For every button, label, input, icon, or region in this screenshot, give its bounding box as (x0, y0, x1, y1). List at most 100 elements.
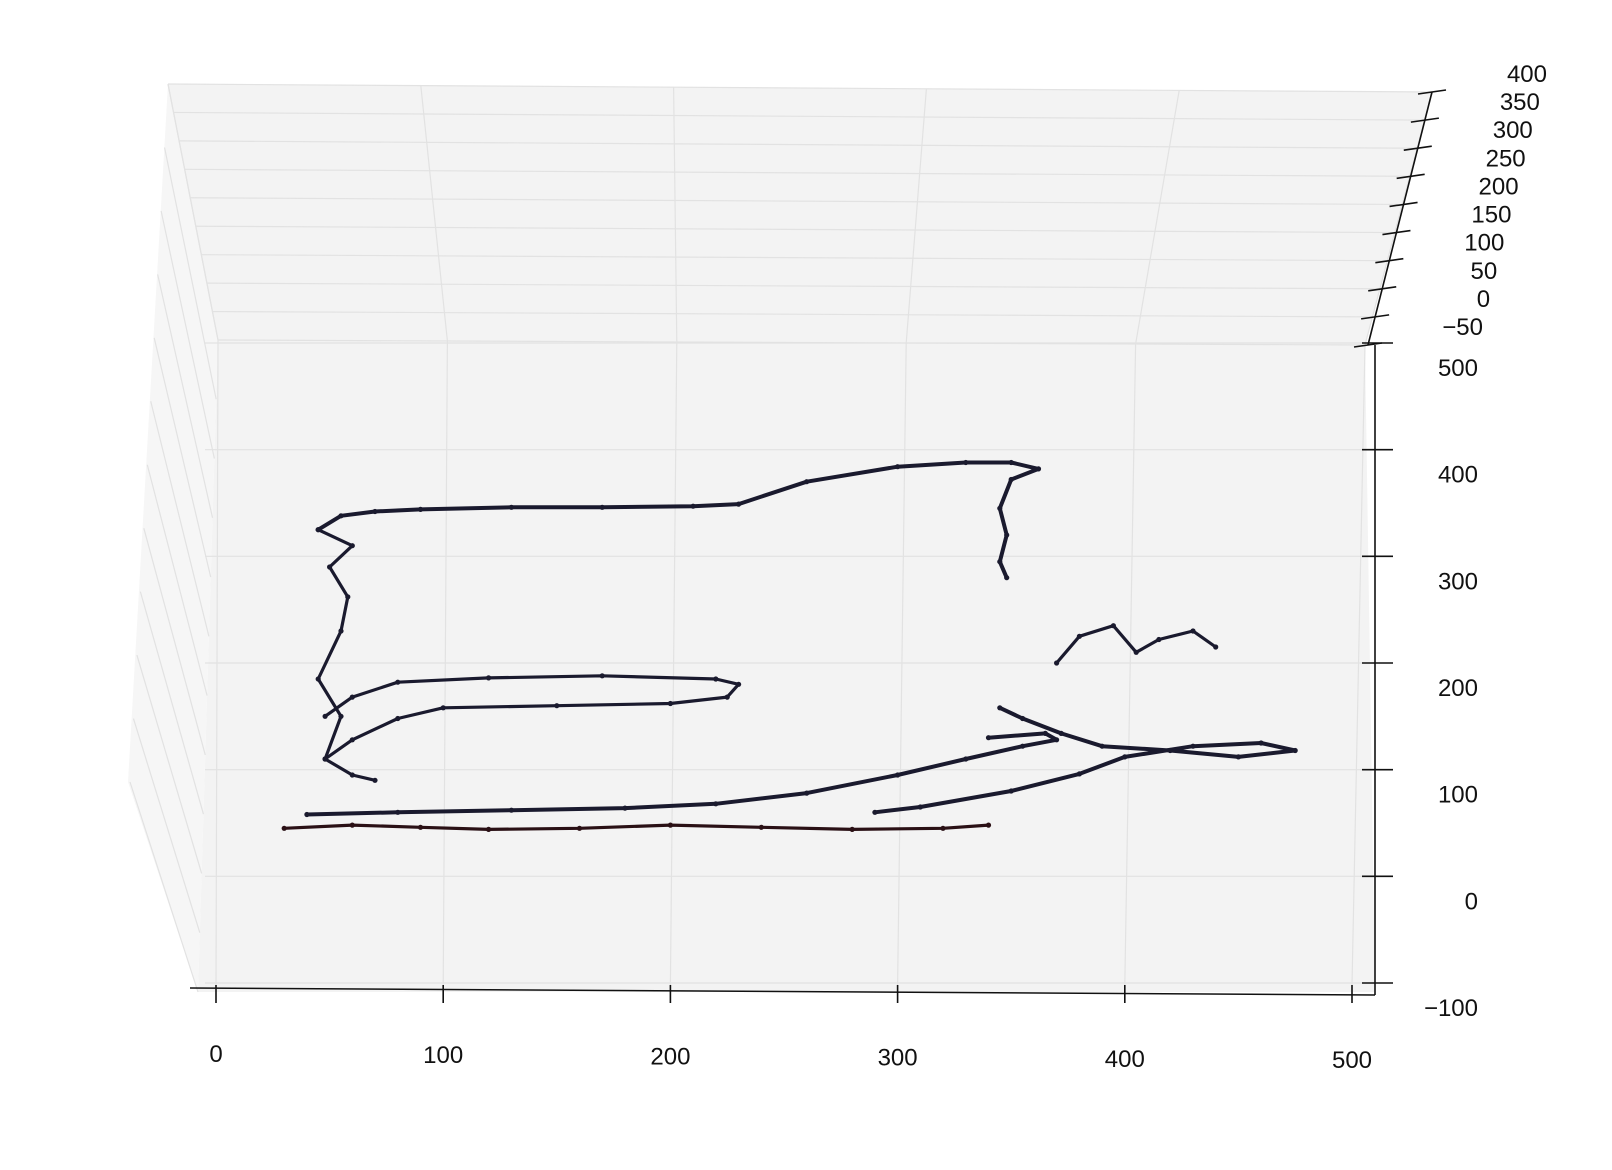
data-point (713, 676, 719, 682)
x-axis-line (189, 987, 1376, 996)
data-point (315, 676, 321, 682)
data-point (395, 809, 401, 815)
data-point (1020, 743, 1026, 749)
z-tick-label: 150 (1471, 202, 1511, 229)
z-tick (1396, 173, 1425, 180)
data-point (349, 543, 355, 549)
data-point (349, 694, 355, 700)
data-point (1004, 575, 1010, 581)
z-tick-label: 0 (1477, 286, 1490, 313)
side-gridline (157, 274, 214, 518)
z-tick (1360, 314, 1390, 320)
data-point (667, 822, 674, 828)
series-outline-left-upper (316, 528, 377, 782)
data-point (1042, 730, 1048, 737)
data-point (327, 564, 333, 570)
data-point (1035, 466, 1042, 472)
data-point (1190, 628, 1196, 634)
side-gridline (146, 464, 208, 696)
x-tick-label: 500 (1332, 1047, 1372, 1074)
data-point (895, 772, 901, 778)
data-point (322, 756, 328, 762)
data-point (1292, 747, 1298, 754)
z-gridline (167, 83, 1433, 93)
y-tick-label: 200 (1438, 675, 1478, 702)
data-point (963, 756, 969, 762)
data-point (622, 805, 628, 811)
data-point (963, 459, 969, 466)
data-point (997, 559, 1003, 565)
z-tick (1382, 229, 1411, 236)
data-point (417, 824, 424, 830)
data-point (724, 694, 730, 700)
series-tail (872, 705, 1298, 815)
data-point (985, 822, 992, 828)
data-point (338, 628, 344, 634)
y-tick-label: 400 (1438, 462, 1478, 489)
z-tick-label: 200 (1479, 173, 1519, 200)
data-point (1190, 743, 1196, 749)
side-gridline (153, 337, 212, 578)
data-point (338, 713, 344, 719)
side-gridline (163, 147, 217, 400)
data-point (849, 826, 855, 833)
x-tick-label: 400 (1105, 1046, 1145, 1073)
data-point (917, 804, 923, 810)
data-point (1058, 730, 1064, 737)
z-tick (1410, 117, 1440, 123)
z-tick-label: 50 (1471, 258, 1498, 285)
z-tick-label: 350 (1500, 89, 1540, 116)
data-point (576, 825, 583, 831)
top-pane (168, 84, 1432, 345)
x-tick-label: 300 (878, 1045, 918, 1072)
data-point (690, 503, 696, 509)
z-tick-label: 300 (1493, 117, 1533, 144)
chart-gridlines (129, 83, 1433, 993)
data-point (1099, 743, 1105, 749)
data-point (304, 811, 310, 818)
chart-traces (281, 459, 1298, 833)
z-gridline (173, 111, 1425, 121)
data-point (940, 825, 946, 831)
side-pane (128, 84, 218, 992)
z-tick (1389, 201, 1418, 208)
y-tick-label: 100 (1438, 782, 1478, 809)
side-gridline (129, 781, 199, 993)
front-pane (198, 340, 1375, 992)
data-point (486, 826, 492, 833)
data-point (1054, 660, 1060, 666)
data-point (417, 506, 424, 512)
x-tick-label: 200 (650, 1043, 690, 1070)
z-tick (1368, 285, 1397, 292)
data-point (1054, 737, 1060, 743)
z-gridline (184, 168, 1410, 177)
data-point (997, 705, 1003, 711)
data-point (349, 822, 355, 828)
z-tick-label: 250 (1486, 145, 1526, 172)
z-gridline (212, 310, 1373, 318)
data-point (667, 700, 674, 707)
data-point (1004, 532, 1010, 538)
z-gridline (179, 140, 1418, 149)
data-point (985, 735, 992, 741)
data-point (1258, 740, 1264, 746)
side-gridline (167, 83, 219, 341)
side-gridline (143, 528, 206, 756)
data-point (1076, 771, 1082, 777)
side-gridline (132, 718, 201, 933)
y-tick-label: −100 (1424, 995, 1478, 1022)
z-tick-label: 100 (1464, 230, 1504, 257)
data-point (338, 513, 344, 519)
data-point (349, 772, 355, 778)
data-point (804, 479, 810, 485)
y-tick-label: 0 (1465, 888, 1478, 915)
data-point (1133, 649, 1139, 655)
data-point (372, 508, 378, 515)
data-point (1076, 633, 1082, 639)
data-point (599, 673, 605, 679)
z-tick (1375, 257, 1404, 264)
z-gridline (195, 225, 1395, 234)
data-point (315, 527, 321, 533)
data-point (736, 681, 742, 687)
z-tick (1353, 342, 1383, 348)
